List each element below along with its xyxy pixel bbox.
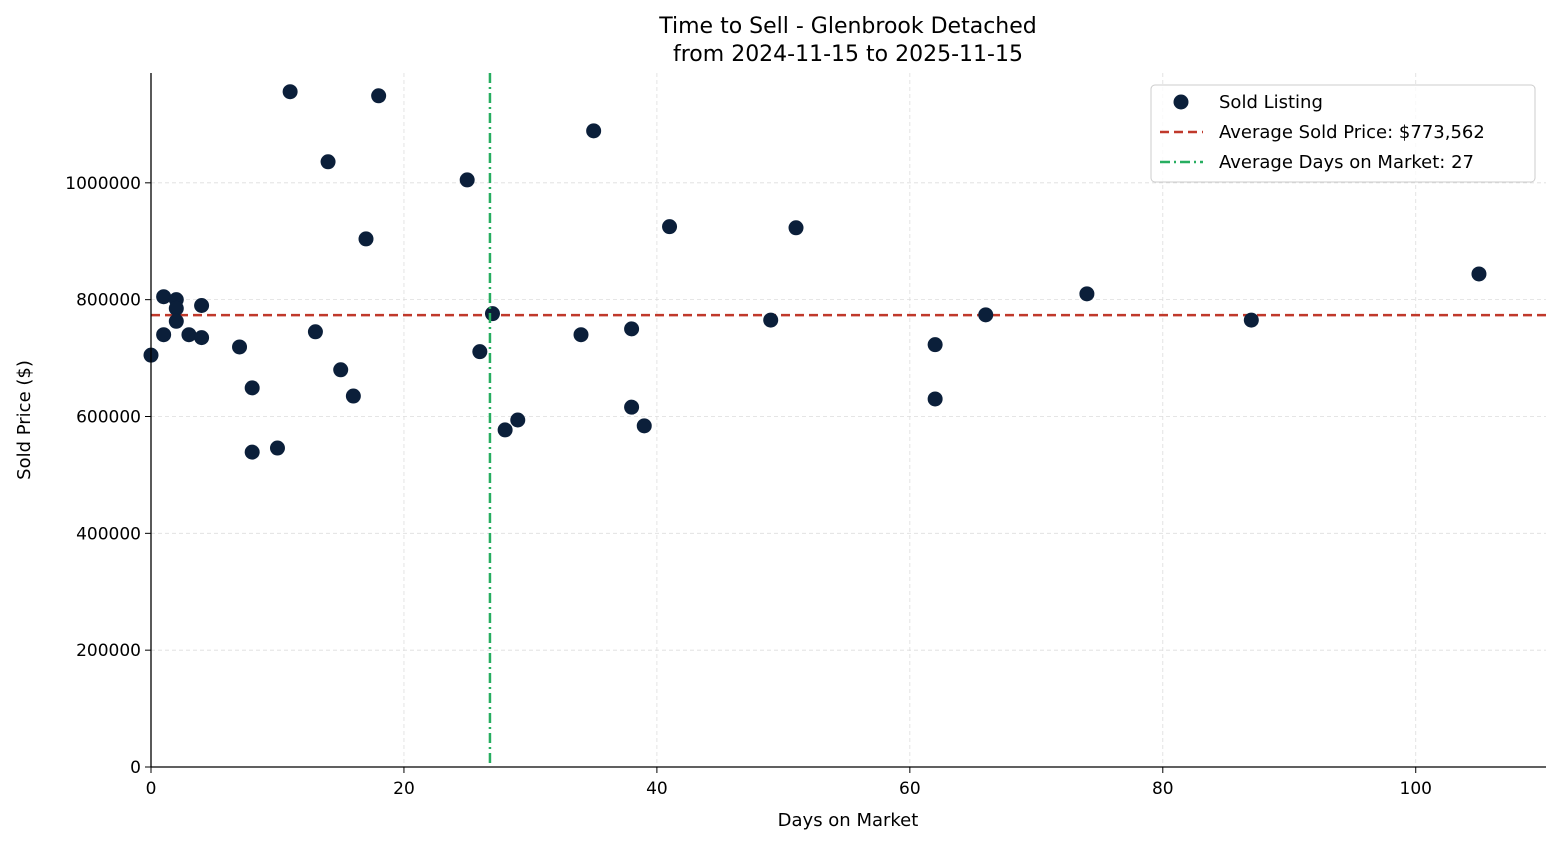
x-tick-label: 80 xyxy=(1152,779,1174,799)
data-point xyxy=(484,306,500,322)
data-point xyxy=(156,327,172,343)
data-point xyxy=(927,337,943,353)
data-point xyxy=(358,231,374,247)
y-tick-label: 400000 xyxy=(76,524,141,544)
data-point xyxy=(510,412,526,428)
legend: Sold Listing Average Sold Price: $773,56… xyxy=(1150,84,1536,183)
data-point xyxy=(1243,312,1259,328)
scatter-points xyxy=(143,84,1487,460)
x-tick-label: 100 xyxy=(1400,779,1432,799)
data-point xyxy=(1471,266,1487,282)
data-point xyxy=(244,380,260,396)
data-point xyxy=(763,312,779,328)
y-tick-label: 0 xyxy=(130,758,141,778)
data-point xyxy=(497,422,513,438)
x-axis-label: Days on Market xyxy=(778,810,919,831)
legend-label-avg-days: Average Days on Market: 27 xyxy=(1219,152,1474,173)
data-point xyxy=(624,399,640,415)
data-point xyxy=(459,172,475,188)
data-point xyxy=(345,388,361,404)
legend-label-avg-price: Average Sold Price: $773,562 xyxy=(1219,122,1485,143)
y-tick-label: 800000 xyxy=(76,291,141,311)
x-tick-label: 0 xyxy=(146,779,157,799)
y-tick-label: 200000 xyxy=(76,641,141,661)
data-point xyxy=(156,289,172,305)
x-tick-label: 20 xyxy=(393,779,415,799)
chart-title: Time to Sell - Glenbrook Detached xyxy=(658,14,1037,39)
data-point xyxy=(307,324,323,340)
legend-marker-sold-listing xyxy=(1173,94,1189,110)
data-point xyxy=(282,84,298,100)
y-axis-label: Sold Price ($) xyxy=(14,360,35,480)
data-point xyxy=(472,344,488,360)
data-point xyxy=(333,362,349,378)
chart-subtitle: from 2024-11-15 to 2025-11-15 xyxy=(673,42,1023,67)
data-point xyxy=(244,444,260,460)
data-point xyxy=(269,440,285,456)
data-point xyxy=(232,339,248,355)
grid xyxy=(151,73,1546,767)
y-tick-label: 1000000 xyxy=(65,174,141,194)
data-point xyxy=(573,327,589,343)
x-tick-label: 40 xyxy=(646,779,668,799)
data-point xyxy=(978,307,994,323)
data-point xyxy=(194,298,210,314)
legend-label-sold-listing: Sold Listing xyxy=(1219,92,1323,113)
data-point xyxy=(320,154,336,170)
data-point xyxy=(194,330,210,346)
data-point xyxy=(636,418,652,434)
data-point xyxy=(586,123,602,139)
x-tick-label: 60 xyxy=(899,779,921,799)
legend-box xyxy=(1150,84,1536,183)
y-tick-label: 600000 xyxy=(76,407,141,427)
data-point xyxy=(371,88,387,104)
axes: 0 20 40 60 80 100 0 200000 400000 600000 800000 100… xyxy=(65,73,1546,799)
data-point xyxy=(662,219,678,235)
data-point xyxy=(181,327,197,343)
data-point xyxy=(624,321,640,337)
data-point xyxy=(168,313,184,329)
data-point xyxy=(1079,286,1095,302)
data-point xyxy=(788,220,804,236)
data-point xyxy=(168,300,184,316)
data-point xyxy=(927,391,943,407)
